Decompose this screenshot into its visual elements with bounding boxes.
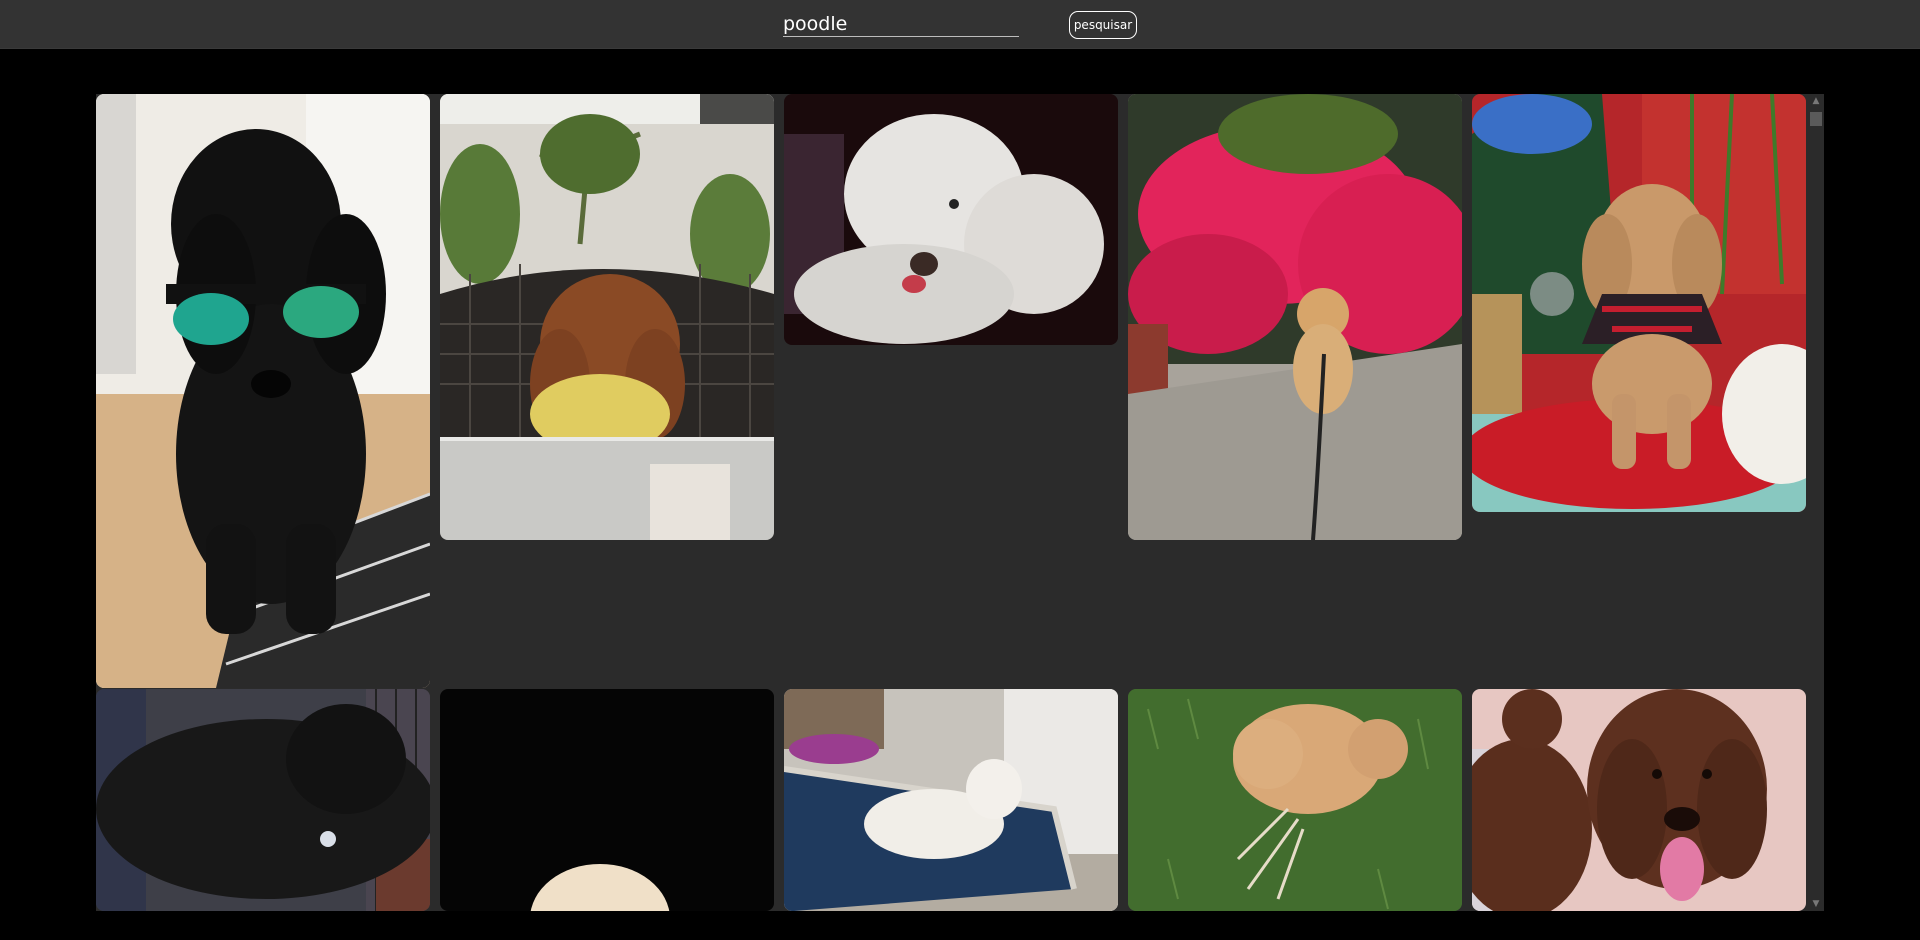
white-poodle-bed-image: [784, 689, 1118, 911]
scroll-up-icon[interactable]: ▲: [1812, 96, 1820, 106]
apricot-poodle-flowers-image: [1128, 94, 1462, 540]
black-poodle-standing-image: [96, 689, 430, 911]
poodle-christmas-image: [1472, 94, 1806, 512]
photo-poodle-christmas[interactable]: [1472, 94, 1806, 512]
scroll-thumb[interactable]: [1810, 112, 1822, 126]
chocolate-poodle-tongue-image: [1472, 689, 1806, 911]
photo-white-poodle-dark[interactable]: [440, 689, 774, 911]
white-poodle-dark-image: [440, 689, 774, 911]
top-bar: pesquisar: [0, 0, 1920, 49]
brown-poodle-chair-image: [440, 94, 774, 540]
photo-chocolate-poodle-tongue[interactable]: [1472, 689, 1806, 911]
photo-white-poodle-closeup[interactable]: [784, 94, 1118, 345]
photo-black-poodle-sunglasses[interactable]: [96, 94, 430, 688]
photo-black-poodle-standing[interactable]: [96, 689, 430, 911]
photo-apricot-poodle-flowers[interactable]: [1128, 94, 1462, 540]
white-poodle-closeup-image: [784, 94, 1118, 345]
photo-white-poodle-bed[interactable]: [784, 689, 1118, 911]
image-gallery[interactable]: [96, 94, 1824, 911]
gallery-scrollbar[interactable]: ▲ ▼: [1808, 94, 1824, 911]
photo-brown-poodle-chair[interactable]: [440, 94, 774, 540]
black-poodle-sunglasses-image: [96, 94, 430, 688]
scroll-down-icon[interactable]: ▼: [1812, 899, 1820, 909]
search-input[interactable]: [783, 11, 1019, 37]
apricot-puppy-grass-image: [1128, 689, 1462, 911]
search-button[interactable]: pesquisar: [1069, 11, 1137, 39]
photo-apricot-puppy-grass[interactable]: [1128, 689, 1462, 911]
